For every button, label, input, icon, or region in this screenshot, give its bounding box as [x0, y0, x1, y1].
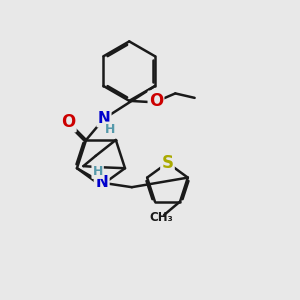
Text: S: S: [95, 177, 107, 195]
Text: N: N: [96, 175, 109, 190]
Text: H: H: [105, 123, 116, 136]
Text: CH₃: CH₃: [149, 211, 173, 224]
Text: O: O: [149, 92, 163, 110]
Text: N: N: [98, 111, 110, 126]
Text: O: O: [61, 113, 75, 131]
Text: S: S: [161, 154, 173, 172]
Text: H: H: [92, 165, 103, 178]
